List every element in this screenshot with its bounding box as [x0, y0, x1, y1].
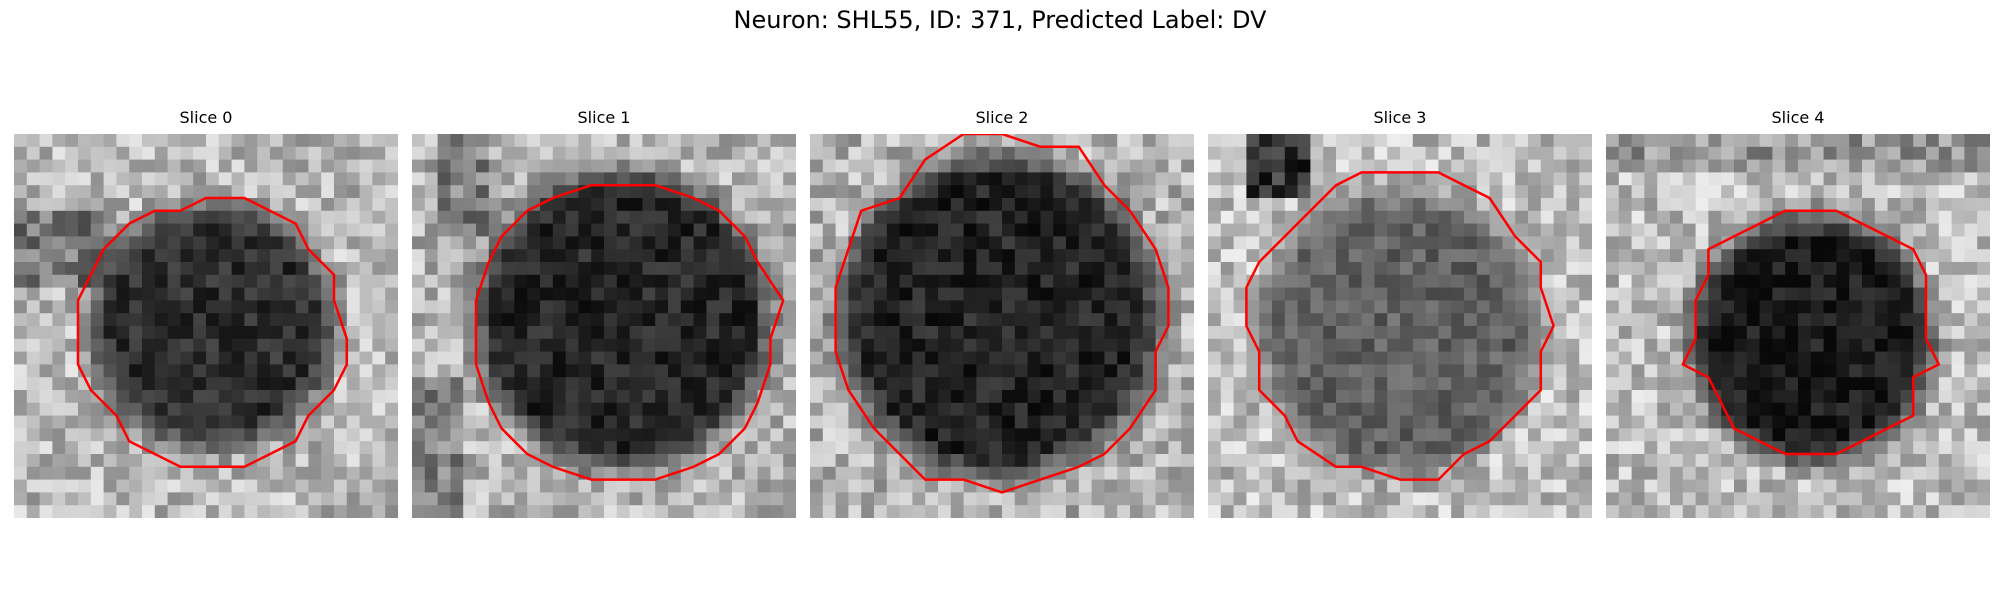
roi-contour [76, 196, 349, 469]
slice-image-svg [412, 134, 796, 518]
figure-title: Neuron: SHL55, ID: 371, Predicted Label:… [733, 6, 1267, 34]
slice-image [1208, 134, 1592, 518]
slice-image [14, 134, 398, 518]
slice-title: Slice 3 [1373, 108, 1427, 127]
slice-image-svg [14, 134, 398, 518]
slice-image [1606, 134, 1990, 518]
roi-contour [474, 183, 785, 481]
slice-title: Slice 2 [975, 108, 1029, 127]
roi-contour [834, 134, 1170, 494]
slice-image-svg [810, 134, 1194, 518]
slice-image-svg [1606, 134, 1990, 518]
slice-title: Slice 4 [1771, 108, 1825, 127]
slice-title: Slice 1 [577, 108, 631, 127]
roi-contour [1245, 171, 1555, 481]
roi-contour [1681, 209, 1941, 456]
slice-title: Slice 0 [179, 108, 233, 127]
slice-image [412, 134, 796, 518]
slice-image [810, 134, 1194, 518]
slice-image-svg [1208, 134, 1592, 518]
